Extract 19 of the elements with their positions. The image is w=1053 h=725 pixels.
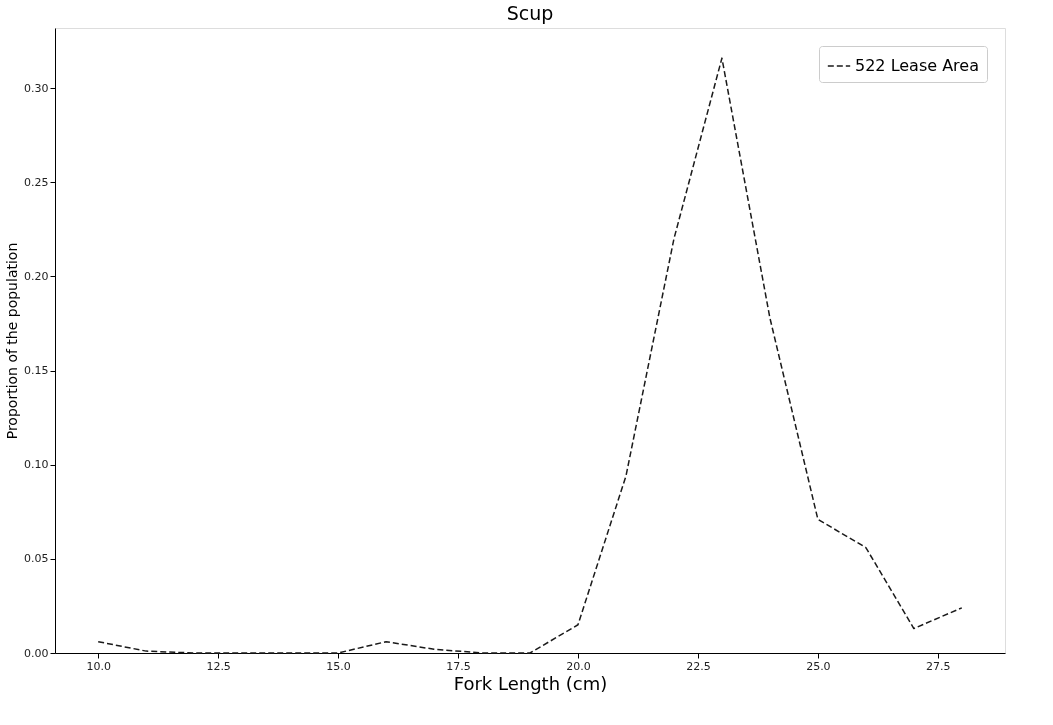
x-axis-title: Fork Length (cm) <box>453 672 608 694</box>
y-tick-label: 0.00 <box>24 646 49 660</box>
y-tick-label: 0.30 <box>24 81 49 95</box>
x-tick-label: 17.5 <box>446 659 471 673</box>
y-tick-label: 0.10 <box>24 458 49 472</box>
x-tick-label: 22.5 <box>686 659 711 673</box>
x-tick-label: 25.0 <box>806 659 831 673</box>
y-tick-label: 0.20 <box>24 269 49 283</box>
y-axis-title: Proportion of the population <box>4 242 21 440</box>
y-tick-label: 0.05 <box>24 552 49 566</box>
legend-label: 522 Lease Area <box>855 56 979 75</box>
y-tick-label: 0.25 <box>24 175 49 189</box>
x-tick-label: 27.5 <box>926 659 951 673</box>
x-tick-label: 12.5 <box>206 659 231 673</box>
x-tick-label: 10.0 <box>86 659 111 673</box>
x-tick-label: 20.0 <box>566 659 591 673</box>
y-tick-label: 0.15 <box>24 364 49 378</box>
chart-title: Scup <box>506 2 554 24</box>
x-tick-label: 15.0 <box>326 659 351 673</box>
